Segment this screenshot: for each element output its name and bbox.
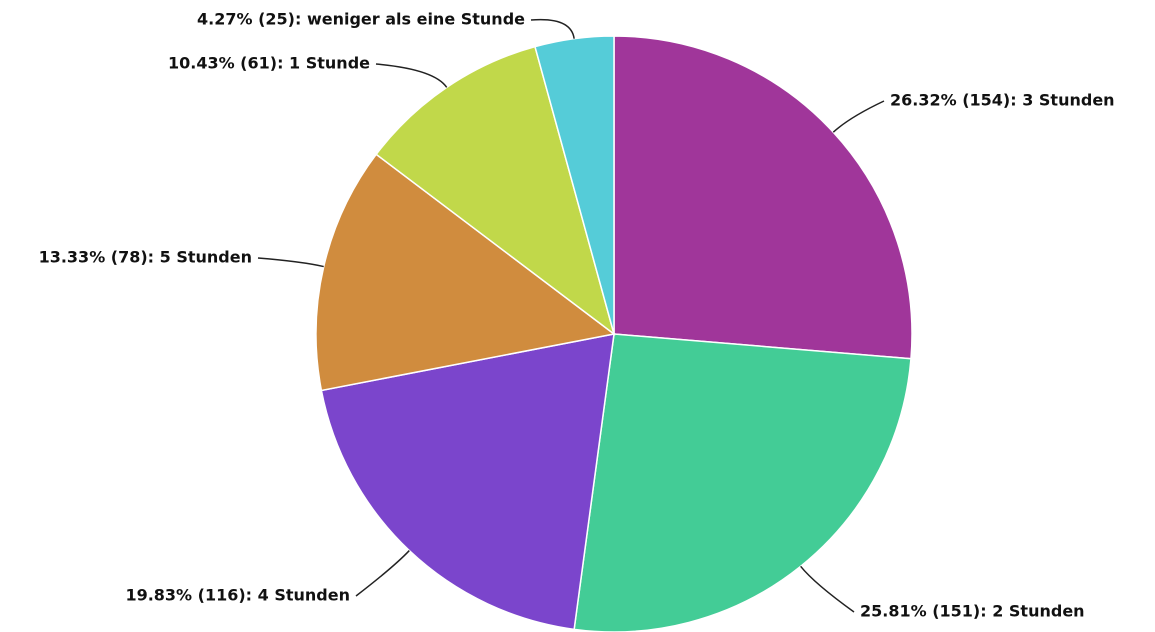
data-label: 26.32% (154): 3 Stunden: [890, 91, 1115, 110]
data-label: 13.33% (78): 5 Stunden: [39, 248, 252, 267]
data-label: 4.27% (25): weniger als eine Stunde: [197, 10, 525, 29]
leader-line: [257, 257, 324, 268]
pie-slice: [573, 333, 912, 632]
pie-slice: [613, 35, 913, 360]
leader-line: [832, 100, 885, 133]
data-label: 25.81% (151): 2 Stunden: [860, 602, 1085, 621]
leader-line: [375, 63, 448, 88]
data-label: 10.43% (61): 1 Stunde: [168, 54, 370, 73]
pie-slice: [534, 35, 615, 335]
leader-line: [800, 565, 855, 613]
pie-slice: [315, 153, 616, 392]
pie-slice: [320, 333, 615, 631]
leader-line: [530, 18, 575, 39]
leader-line: [355, 550, 410, 597]
data-label: 19.83% (116): 4 Stunden: [125, 586, 350, 605]
